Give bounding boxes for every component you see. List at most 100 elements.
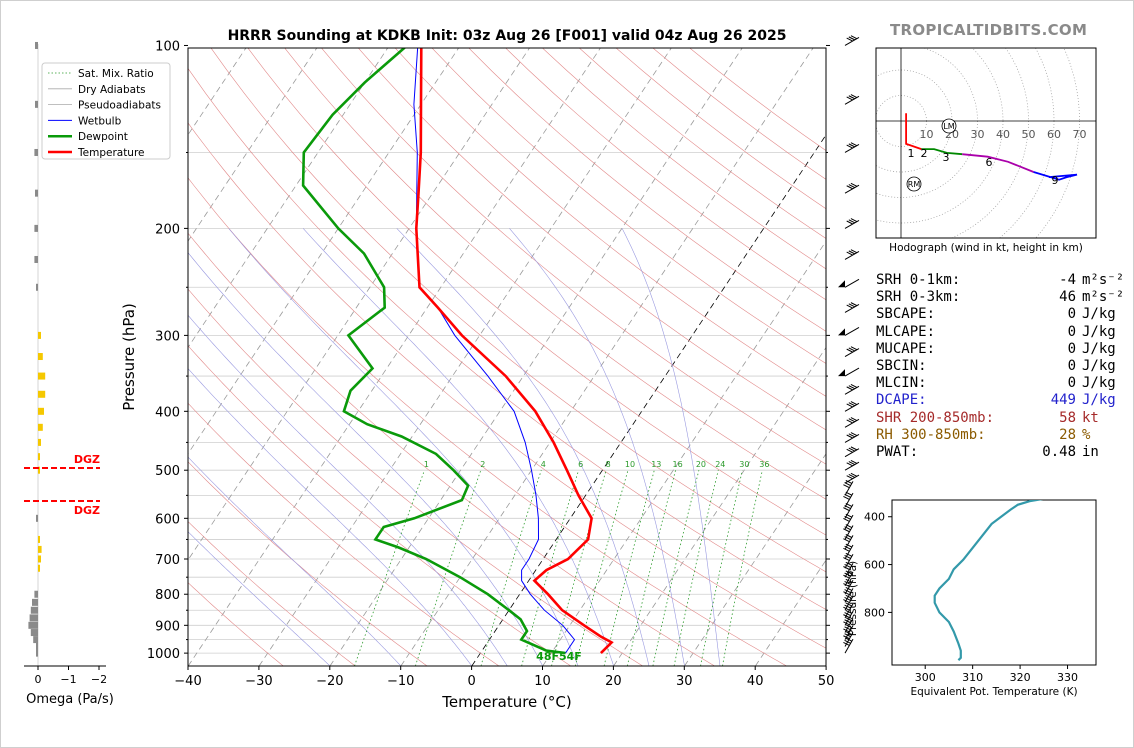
- wind-barb-feather: [848, 433, 856, 438]
- isotherm-line: [471, 134, 826, 666]
- hodo-ring-label: 50: [1022, 128, 1036, 141]
- wind-barb-feather: [846, 251, 853, 256]
- dry-adiabat-line: [505, 48, 826, 301]
- omega-bar: [36, 642, 38, 650]
- dry-adiabat-line: [188, 402, 500, 666]
- x-tick-label: −40: [174, 674, 201, 689]
- legend-label: Sat. Mix. Ratio: [78, 68, 154, 80]
- wind-barb-feather: [843, 628, 850, 633]
- wind-barb-feather: [846, 434, 853, 439]
- wind-barb-feather: [845, 561, 853, 566]
- isotherm-line: [258, 48, 672, 666]
- pseudoadiabat-line: [188, 456, 402, 666]
- wetbulb-line: [413, 48, 576, 654]
- dry-adiabat-line: [188, 288, 643, 666]
- omega-bar: [38, 372, 46, 380]
- wind-barb-feather: [844, 536, 851, 541]
- x-tick-label: 50: [818, 674, 835, 689]
- wind-barb-feather: [850, 472, 858, 477]
- legend-label: Wetbulb: [78, 115, 122, 127]
- dry-adiabat-line: [210, 48, 826, 573]
- dgz-label: DGZ: [74, 453, 100, 466]
- hodo-height-label: 6: [986, 156, 993, 169]
- wind-barb-feather: [848, 347, 856, 352]
- wind-barb-feather: [846, 144, 853, 149]
- param-row: MUCAPE: 0 J/kg: [876, 341, 1124, 358]
- y-tick-label: 400: [155, 405, 180, 420]
- omega-tick-label: −1: [60, 673, 76, 686]
- pseudoadiabat-line: [188, 531, 331, 666]
- legend-box: [41, 62, 171, 160]
- param-label: SRH 0-1km:: [876, 272, 961, 288]
- omega-bar: [33, 636, 38, 644]
- param-row: MLCAPE: 0 J/kg: [876, 324, 1124, 341]
- mixing-ratio-line: [700, 470, 743, 666]
- wind-barb-feather: [844, 526, 851, 531]
- wind-barb-feather: [843, 528, 850, 533]
- isotherm-line: [542, 240, 826, 666]
- thetae-frame: [891, 499, 1097, 666]
- param-unit: J/kg: [1082, 340, 1116, 357]
- wind-barb-feather: [845, 609, 853, 614]
- thetae-x-tick-label: 310: [962, 671, 983, 684]
- x-tick-label: 10: [534, 674, 551, 689]
- wind-barb-feather: [845, 502, 853, 507]
- param-value: 449: [1050, 392, 1076, 409]
- omega-profile: DGZ DGZ 0 −1 −2 Omega (Pa/s): [24, 41, 114, 707]
- legend: Sat. Mix. Ratio Dry Adiabats Pseudoadiabat…: [41, 62, 171, 160]
- y-tick-label: 100: [155, 39, 180, 54]
- theta-e-profile: 300 310 320 330 400 600 800 Equivalent Pot. Tem…: [847, 499, 1097, 698]
- omega-bar: [34, 148, 38, 156]
- wind-barb: [844, 367, 860, 377]
- wind-barb-feather: [845, 637, 853, 642]
- storm-motion-marker: [906, 176, 922, 192]
- wind-barb-feather: [843, 517, 850, 522]
- wind-barb-feather: [844, 596, 851, 601]
- hodo-ring-label: 60: [1047, 128, 1061, 141]
- wind-barb-feather: [844, 545, 851, 550]
- surface-label: 48F54F: [536, 650, 582, 663]
- legend-label: Pseudoadiabats: [78, 100, 161, 112]
- wind-barb-feather: [848, 36, 856, 41]
- wind-barb-feather: [850, 302, 858, 307]
- x-tick-label: 30: [676, 674, 693, 689]
- thetae-x-tick-label: 320: [1010, 671, 1031, 684]
- omega-bar: [34, 590, 38, 598]
- dry-adiabat-line: [188, 232, 715, 666]
- param-label: SBCAPE:: [876, 306, 936, 323]
- isotherm-line: [613, 346, 826, 666]
- mixing-ratio-line: [627, 470, 676, 666]
- param-label: SRH 0-3km:: [876, 289, 961, 306]
- mixing-ratio-label: 16: [672, 460, 682, 469]
- omega-bar: [38, 564, 40, 572]
- y-tick-label: 600: [155, 512, 180, 527]
- omega-axis-label: Omega (Pa/s): [26, 692, 114, 707]
- x-axis-label: Temperature (°C): [441, 693, 571, 711]
- omega-tick-label: −2: [91, 673, 107, 686]
- pseudoadiabat-line: [509, 228, 685, 666]
- wind-barb-feather: [850, 35, 858, 40]
- hodo-height-label: 2: [921, 147, 928, 160]
- hodo-ring-label: 70: [1073, 128, 1087, 141]
- pseudoadiabat-line: [188, 314, 508, 666]
- y-tick-label: 500: [155, 464, 180, 479]
- dry-adiabat-line: [468, 48, 826, 332]
- dewpoint-line: [301, 48, 566, 655]
- wind-barb-feather: [843, 484, 850, 489]
- wind-barb: [844, 278, 860, 288]
- dry-adiabat-line: [188, 122, 826, 649]
- wind-barb-feather: [845, 624, 853, 629]
- hodo-frame: [875, 47, 1097, 239]
- wind-barb-feather: [845, 480, 853, 484]
- skew-t-plot: 1 2 4 6 8 10 13 16 20 24 30 3648F54F100200300400500…: [41, 39, 835, 711]
- thetae-y-tick-label: 400: [864, 511, 885, 524]
- isotherm-line: [188, 48, 530, 561]
- param-label: PWAT:: [876, 443, 919, 460]
- wind-barb-flag: [838, 328, 845, 336]
- wind-barb-feather: [845, 594, 853, 599]
- wind-barb-feather: [843, 614, 850, 619]
- wind-barb-feather: [843, 591, 850, 596]
- dry-adiabat-line: [188, 345, 572, 666]
